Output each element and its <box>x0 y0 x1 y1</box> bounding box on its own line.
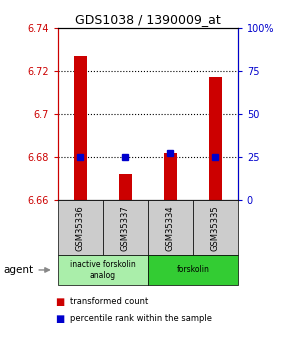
Bar <box>119 174 132 200</box>
Bar <box>209 77 222 200</box>
Text: percentile rank within the sample: percentile rank within the sample <box>70 314 212 323</box>
Text: inactive forskolin
analog: inactive forskolin analog <box>70 260 136 280</box>
Bar <box>74 56 87 200</box>
Text: GSM35337: GSM35337 <box>121 205 130 250</box>
Text: transformed count: transformed count <box>70 297 148 306</box>
Text: forskolin: forskolin <box>176 265 209 275</box>
Text: ■: ■ <box>55 297 64 307</box>
Bar <box>164 152 177 200</box>
Text: GSM35335: GSM35335 <box>211 205 220 250</box>
Text: GSM35336: GSM35336 <box>76 205 85 250</box>
Text: agent: agent <box>3 265 33 275</box>
Text: ■: ■ <box>55 314 64 324</box>
Title: GDS1038 / 1390009_at: GDS1038 / 1390009_at <box>75 13 221 27</box>
Text: GSM35334: GSM35334 <box>166 205 175 250</box>
